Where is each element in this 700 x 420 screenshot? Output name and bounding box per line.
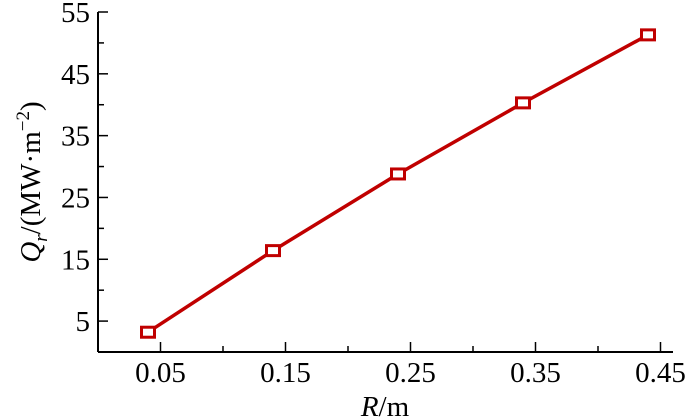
y-tick-label: 25 <box>61 182 90 214</box>
data-point-marker <box>140 325 156 339</box>
x-tick-label: 0.15 <box>260 357 311 389</box>
series <box>140 28 656 339</box>
data-point-marker <box>515 96 531 110</box>
x-tick-label: 0.25 <box>385 357 436 389</box>
y-tick-label: 5 <box>76 306 91 338</box>
tick-marks <box>98 11 662 353</box>
y-tick-label: 15 <box>61 244 90 276</box>
x-axis-var: R <box>360 391 379 420</box>
y-axis-unit: /(MW·m <box>15 131 47 235</box>
x-axis-unit: /m <box>379 391 410 420</box>
axes <box>97 12 673 353</box>
tick-labels: 5 15 25 35 45 55 0.05 0.15 0.25 0.35 0.45 <box>61 0 686 389</box>
x-axis-title: R/m <box>360 391 410 420</box>
y-axis-unit-close: ) <box>15 101 47 111</box>
x-tick-label: 0.45 <box>635 357 686 389</box>
data-point-marker <box>390 167 406 181</box>
x-tick-label: 0.35 <box>510 357 561 389</box>
data-point-marker <box>640 28 656 42</box>
y-axis-unit-exponent: −2 <box>13 111 34 131</box>
series-line <box>147 33 649 334</box>
y-tick-label: 45 <box>61 59 90 91</box>
data-point-marker <box>265 244 281 258</box>
x-tick-label: 0.05 <box>135 357 186 389</box>
axis-titles: R/m Qr/(MW·m−2) <box>13 101 410 420</box>
y-axis-title: Qr/(MW·m−2) <box>13 101 52 262</box>
y-axis-var-subscript: r <box>31 234 52 242</box>
y-axis-var: Q <box>15 242 47 263</box>
y-tick-label: 35 <box>61 121 90 153</box>
y-tick-label: 55 <box>61 0 90 29</box>
